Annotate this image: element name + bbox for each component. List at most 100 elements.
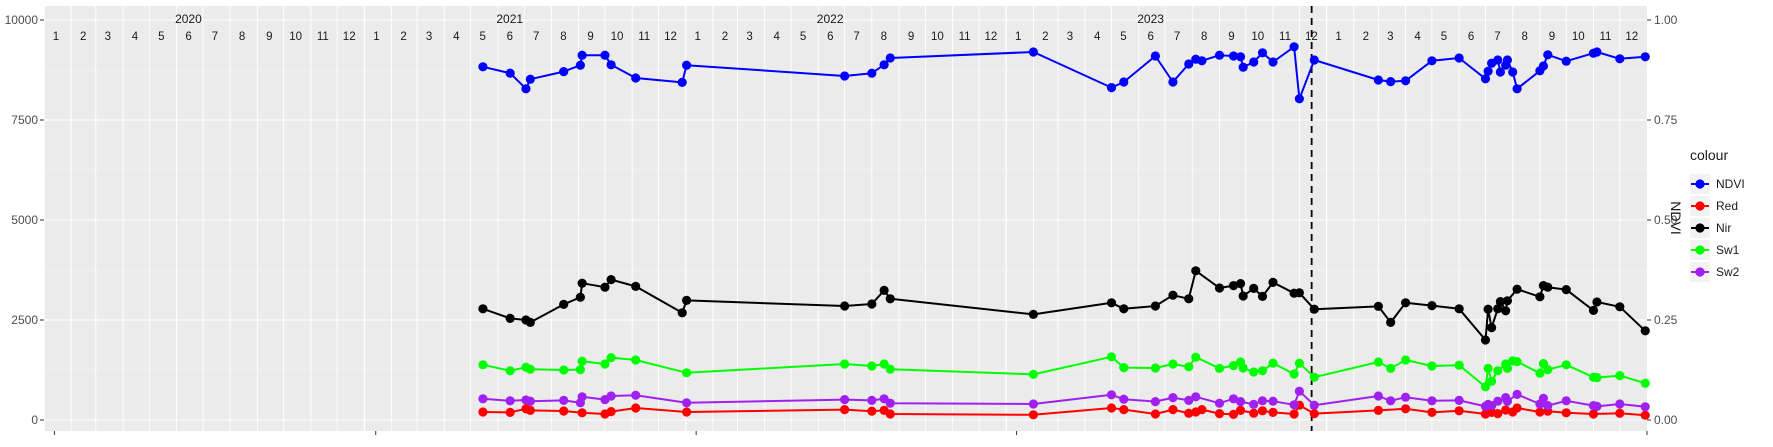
month-label: 8: [881, 31, 887, 43]
data-point-sw2: [1502, 396, 1513, 406]
data-point-sw2: [1294, 386, 1304, 396]
data-point-ndvi: [505, 68, 515, 78]
data-point-red: [1106, 403, 1117, 413]
data-point-red: [1400, 404, 1411, 414]
data-point-sw1: [1238, 363, 1248, 373]
month-label: 7: [533, 31, 539, 43]
month-label: 8: [560, 31, 566, 43]
data-point-ndvi: [1493, 55, 1503, 65]
month-label: 4: [774, 31, 781, 43]
data-point-nir: [1386, 317, 1396, 327]
data-point-ndvi: [1150, 51, 1160, 61]
left-tick-label: 0: [31, 413, 38, 427]
month-label: 3: [105, 31, 111, 43]
data-point-nir: [682, 295, 692, 305]
data-point-sw2: [1592, 401, 1602, 411]
series-ndvi: [478, 42, 1650, 104]
series-sw1: [478, 352, 1650, 392]
data-point-ndvi: [1168, 77, 1178, 87]
right-tick-label: 0.25: [1654, 313, 1678, 327]
year-label: 2022: [817, 12, 844, 26]
data-point-nir: [1235, 279, 1246, 289]
data-point-nir: [505, 313, 515, 323]
data-point-ndvi: [1615, 54, 1625, 64]
data-point-ndvi: [525, 74, 535, 84]
data-point-sw1: [575, 365, 585, 375]
month-label: 5: [800, 31, 806, 43]
data-point-ndvi: [1502, 55, 1513, 65]
year-label: 2020: [175, 12, 202, 26]
data-point-sw2: [525, 396, 535, 406]
data-point-ndvi: [577, 50, 587, 60]
month-label: 10: [1572, 31, 1585, 43]
data-point-nir: [1028, 309, 1038, 319]
data-point-nir: [1257, 291, 1268, 301]
data-point-sw2: [867, 395, 877, 405]
month-label: 1: [695, 31, 701, 43]
data-point-red: [1427, 407, 1437, 417]
data-point-sw2: [1615, 399, 1625, 409]
data-point-ndvi: [1640, 52, 1650, 62]
data-point-sw2: [1028, 399, 1038, 409]
month-label: 1: [1015, 31, 1021, 43]
data-point-red: [1289, 409, 1299, 419]
series-red: [478, 400, 1650, 420]
data-point-red: [1197, 405, 1207, 415]
left-tick-label: 7500: [11, 113, 38, 127]
data-point-red: [505, 407, 515, 417]
data-point-ndvi: [1480, 74, 1491, 84]
left-tick-label: 2500: [11, 313, 38, 327]
data-point-sw2: [1214, 398, 1225, 408]
data-point-ndvi: [867, 68, 877, 78]
series-sw2: [478, 386, 1650, 412]
data-point-sw2: [577, 392, 587, 402]
data-point-sw1: [885, 364, 895, 374]
data-point-red: [1309, 409, 1319, 419]
month-label: 3: [1387, 31, 1393, 43]
data-point-ndvi: [1483, 66, 1493, 76]
month-label: 2: [1042, 31, 1048, 43]
data-point-ndvi: [1538, 61, 1549, 71]
month-label: 3: [426, 31, 432, 43]
data-point-nir: [1294, 288, 1304, 298]
data-point-sw2: [1168, 393, 1178, 403]
data-point-nir: [1249, 283, 1259, 293]
month-label: 4: [453, 31, 460, 43]
data-point-sw1: [1487, 376, 1497, 386]
data-point-red: [631, 403, 641, 413]
data-point-nir: [1483, 304, 1493, 314]
data-point-red: [1493, 409, 1503, 419]
month-label: 3: [1067, 31, 1073, 43]
legend-label-sw2: Sw2: [1716, 265, 1740, 279]
data-point-nir: [1150, 301, 1160, 311]
data-point-sw2: [1640, 402, 1650, 412]
right-tick-label: 0.75: [1654, 113, 1678, 127]
data-point-sw2: [1386, 396, 1396, 406]
data-point-sw1: [631, 355, 641, 365]
data-point-red: [1184, 408, 1194, 418]
year-label: 2023: [1137, 12, 1164, 26]
data-point-ndvi: [840, 71, 850, 81]
month-label: 12: [664, 31, 677, 43]
right-tick-label: 0.00: [1654, 413, 1678, 427]
data-point-nir: [840, 301, 850, 311]
data-point-sw1: [577, 356, 587, 366]
data-point-nir: [1615, 302, 1625, 312]
data-point-sw1: [1309, 372, 1319, 382]
data-point-ndvi: [682, 60, 692, 70]
data-point-ndvi: [1454, 53, 1464, 63]
data-point-ndvi: [1543, 50, 1553, 60]
data-point-sw2: [1257, 396, 1268, 406]
month-label: 5: [479, 31, 485, 43]
data-point-nir: [1400, 298, 1411, 308]
data-point-red: [1257, 406, 1268, 416]
data-point-ndvi: [1294, 94, 1304, 104]
month-label: 8: [1201, 31, 1207, 43]
data-point-red: [1561, 408, 1571, 418]
data-point-sw1: [505, 366, 515, 376]
month-label: 8: [1521, 31, 1527, 43]
data-point-nir: [1640, 326, 1650, 336]
month-label: 7: [853, 31, 859, 43]
data-point-sw1: [1561, 360, 1571, 370]
